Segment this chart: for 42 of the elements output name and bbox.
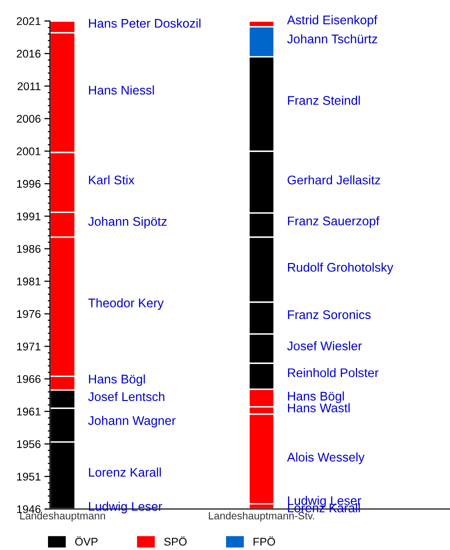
y-tick-label: 2011	[18, 82, 40, 90]
annotation: Franz Sauerzopf	[288, 216, 380, 228]
y-tick-label: 2016	[16, 50, 40, 58]
annotation: Astrid Eisenkopf	[287, 15, 378, 27]
annotation: Reinhold Polster	[288, 368, 379, 378]
y-tick-label: 1986	[17, 245, 40, 253]
annotation: Josef Wiesler	[287, 341, 362, 350]
annotation: Johann Tschürtz	[287, 34, 378, 44]
annotation: Lorenz Karall	[89, 468, 161, 477]
legend-label: FPÖ	[254, 536, 276, 546]
y-tick-label: 1951	[17, 472, 40, 481]
annotation: Gerhard Jellasitz	[288, 175, 380, 184]
annotation: Hans Niessl	[89, 85, 154, 95]
y-tick-label: 1996	[17, 180, 40, 188]
annotation: Franz Steindl	[288, 96, 360, 105]
legend-label: ÖVP	[75, 536, 98, 546]
y-tick-label: 1966	[17, 375, 40, 383]
annotation: Johann Sipötz	[88, 216, 167, 228]
annotation: Franz Soronics	[288, 310, 371, 320]
y-tick-label: 1981	[17, 278, 40, 286]
x-tick-label: Landeshauptmann	[20, 512, 106, 522]
y-tick-label: 1961	[17, 408, 40, 416]
y-tick-label: 1991	[17, 212, 40, 220]
y-tick-label: 1956	[17, 440, 40, 448]
annotation: Rudolf Grohotolsky	[288, 262, 394, 274]
y-tick-label: 2021	[16, 17, 40, 26]
annotation: Theodor Kery	[88, 298, 164, 310]
y-tick-label: 1976	[17, 310, 40, 318]
legend-label: SPÖ	[164, 536, 187, 546]
annotation: Karl Stix	[89, 175, 134, 184]
annotation: Hans Peter Doskozil	[89, 18, 200, 28]
annotation: Hans Wastl	[288, 403, 350, 412]
x-tick-label: Landeshauptmann-Stv.	[208, 512, 314, 522]
y-tick-label: 1971	[17, 342, 40, 350]
y-tick-label: 1946	[17, 505, 40, 514]
y-tick-label: 2001	[16, 147, 40, 156]
annotation: Alois Wessely	[287, 452, 365, 464]
annotation: Johann Wagner	[88, 416, 176, 428]
annotation: Josef Lentsch	[88, 392, 164, 402]
annotation: Hans Bögl	[288, 391, 344, 404]
y-tick-label: 2006	[16, 114, 40, 123]
annotation: Hans Bögl	[89, 374, 145, 386]
